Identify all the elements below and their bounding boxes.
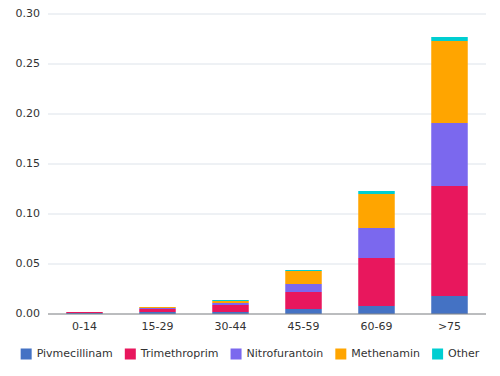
x-tick-label: 30-44 xyxy=(215,320,247,333)
bar-segment xyxy=(66,312,103,313)
y-axis: 0.00 0.05 0.10 0.15 0.20 0.25 0.30 xyxy=(16,7,41,320)
x-axis-line xyxy=(48,314,486,315)
grid-line xyxy=(48,14,486,15)
x-tick-label: >75 xyxy=(438,320,461,333)
bar-segment xyxy=(212,300,249,301)
legend-item: Methenamin xyxy=(335,347,420,360)
legend-label: Nitrofurantoin xyxy=(247,347,324,360)
y-tick-label: 0.30 xyxy=(16,7,41,20)
y-tick-label: 0.10 xyxy=(16,207,41,220)
legend-swatch xyxy=(21,349,32,360)
y-tick-label: 0.25 xyxy=(16,57,41,70)
grid-line xyxy=(48,314,486,315)
bar-segment xyxy=(358,258,395,306)
y-tick-label: 0.05 xyxy=(16,257,41,270)
grid xyxy=(48,14,486,314)
bar-segment xyxy=(285,271,322,284)
legend-label: Other xyxy=(448,347,480,360)
legend-swatch xyxy=(125,349,136,360)
bar-segment xyxy=(358,194,395,228)
bar-segment xyxy=(358,228,395,258)
bar-segment xyxy=(358,306,395,314)
legend-item: Nitrofurantoin xyxy=(231,347,324,360)
bar-segment xyxy=(66,312,103,313)
x-tick-label: 15-29 xyxy=(142,320,174,333)
legend-label: Trimethroprim xyxy=(140,347,219,360)
bar-segment xyxy=(139,307,176,308)
legend-swatch xyxy=(231,349,242,360)
legend-swatch xyxy=(432,349,443,360)
chart: 0.00 0.05 0.10 0.15 0.20 0.25 0.30 0-14 15-29 30-… xyxy=(0,0,500,376)
legend-swatch xyxy=(335,349,346,360)
x-tick-label: 60-69 xyxy=(361,320,393,333)
legend-item: Other xyxy=(432,347,480,360)
legend-item: Trimethroprim xyxy=(125,347,219,360)
bar-segment xyxy=(285,284,322,292)
legend-label: Methenamin xyxy=(351,347,420,360)
bar-segment xyxy=(66,312,103,313)
bar-segment xyxy=(212,303,249,305)
bar-segment xyxy=(139,308,176,309)
bar-segment xyxy=(358,191,395,194)
x-tick-label: 0-14 xyxy=(72,320,97,333)
grid-line xyxy=(48,64,486,65)
grid-line xyxy=(48,114,486,115)
x-tick-label: 45-59 xyxy=(288,320,320,333)
bar-segment xyxy=(66,312,103,313)
bar-segment xyxy=(431,186,468,296)
bar-segment xyxy=(431,296,468,314)
x-axis: 0-14 15-29 30-44 45-59 60-69 >75 xyxy=(48,314,486,333)
bar-segment xyxy=(212,305,249,312)
y-tick-label: 0.15 xyxy=(16,157,41,170)
bar-segment xyxy=(139,309,176,312)
bar-segment xyxy=(431,37,468,41)
legend-item: Pivmecillinam xyxy=(21,347,113,360)
bar-segment xyxy=(212,301,249,303)
grid-line xyxy=(48,164,486,165)
bars xyxy=(66,37,468,314)
bar-segment xyxy=(285,270,322,271)
bar-segment xyxy=(431,41,468,123)
grid-line xyxy=(48,264,486,265)
y-tick-label: 0.00 xyxy=(16,307,41,320)
bar-segment xyxy=(139,307,176,308)
bar-segment xyxy=(431,123,468,186)
y-tick-label: 0.20 xyxy=(16,107,41,120)
legend-label: Pivmecillinam xyxy=(37,347,113,360)
bar-segment xyxy=(285,292,322,309)
bar-segment xyxy=(285,309,322,314)
legend: Pivmecillinam Trimethroprim Nitrofurantoin… xyxy=(21,347,480,360)
grid-line xyxy=(48,214,486,215)
